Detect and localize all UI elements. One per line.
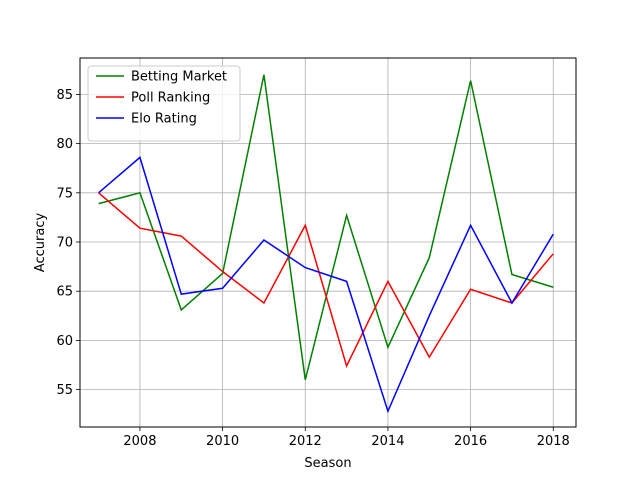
series-line-poll-ranking (98, 192, 554, 369)
axis-ticks: 2008 2010 2012 2014 2016 2018 55 60 65 70 75 80 85 (56, 88, 569, 449)
y-tick-label: 75 (56, 186, 73, 201)
legend-label-elo-rating: Elo Rating (131, 112, 197, 127)
y-tick-label: 65 (56, 285, 73, 300)
x-tick-label: 2018 (537, 434, 570, 449)
legend-label-betting-market: Betting Market (131, 70, 227, 85)
plot-area-frame (79, 57, 577, 428)
series-lines (98, 74, 554, 414)
y-tick-label: 60 (56, 334, 73, 349)
y-tick-label: 55 (56, 383, 73, 398)
series-line-elo-rating (98, 156, 554, 414)
x-tick-label: 2012 (289, 434, 322, 449)
y-axis-label: Accuracy (33, 213, 48, 273)
legend-label-poll-ranking: Poll Ranking (131, 91, 210, 106)
x-tick-label: 2010 (206, 434, 239, 449)
legend: Betting Market Poll Ranking Elo Rating (87, 65, 241, 142)
x-tick-label: 2014 (371, 434, 404, 449)
grid (80, 58, 576, 427)
x-tick-label: 2016 (454, 434, 487, 449)
y-tick-label: 70 (56, 236, 73, 251)
y-tick-label: 80 (56, 137, 73, 152)
y-tick-label: 85 (56, 88, 73, 103)
x-tick-label: 2008 (123, 434, 156, 449)
legend-box (87, 65, 241, 142)
x-axis-label: Season (304, 456, 351, 471)
